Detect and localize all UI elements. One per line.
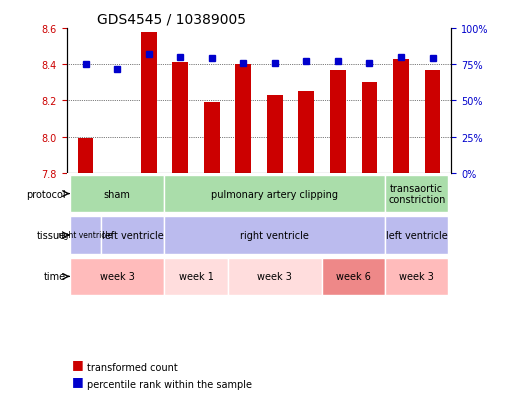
Text: week 3: week 3	[100, 272, 134, 282]
Text: tissue: tissue	[37, 230, 66, 240]
Text: week 3: week 3	[399, 272, 434, 282]
Text: transaortic
constriction: transaortic constriction	[388, 183, 445, 205]
Text: protocol: protocol	[27, 189, 66, 199]
Text: transformed count: transformed count	[87, 363, 178, 373]
FancyBboxPatch shape	[228, 258, 322, 295]
FancyBboxPatch shape	[322, 258, 385, 295]
Bar	[78, 139, 93, 173]
Text: week 6: week 6	[336, 272, 371, 282]
Bar	[299, 92, 314, 173]
Text: week 1: week 1	[179, 272, 213, 282]
Text: ■: ■	[72, 358, 84, 370]
Bar	[235, 65, 251, 173]
Bar	[362, 83, 378, 173]
Text: sham: sham	[104, 189, 131, 199]
FancyBboxPatch shape	[70, 258, 165, 295]
Bar	[267, 96, 283, 173]
Bar	[109, 173, 125, 179]
Bar	[393, 59, 409, 173]
Text: percentile rank within the sample: percentile rank within the sample	[87, 379, 252, 389]
Text: week 3: week 3	[258, 272, 292, 282]
Text: GDS4545 / 10389005: GDS4545 / 10389005	[97, 12, 246, 26]
FancyBboxPatch shape	[385, 176, 448, 213]
Text: time: time	[44, 272, 66, 282]
Text: left ventricle: left ventricle	[386, 230, 448, 240]
Text: right ventricle: right ventricle	[241, 230, 309, 240]
Bar	[204, 103, 220, 173]
FancyBboxPatch shape	[70, 217, 102, 254]
FancyBboxPatch shape	[102, 217, 165, 254]
FancyBboxPatch shape	[165, 258, 228, 295]
FancyBboxPatch shape	[385, 258, 448, 295]
Bar	[330, 71, 346, 173]
FancyBboxPatch shape	[385, 217, 448, 254]
Text: right ventricle: right ventricle	[58, 231, 113, 240]
FancyBboxPatch shape	[165, 217, 385, 254]
Bar	[425, 71, 440, 173]
Bar	[172, 63, 188, 173]
Text: left ventricle: left ventricle	[102, 230, 164, 240]
FancyBboxPatch shape	[70, 176, 165, 213]
Text: pulmonary artery clipping: pulmonary artery clipping	[211, 189, 339, 199]
FancyBboxPatch shape	[165, 176, 385, 213]
Bar	[141, 33, 156, 173]
Text: ■: ■	[72, 374, 84, 387]
